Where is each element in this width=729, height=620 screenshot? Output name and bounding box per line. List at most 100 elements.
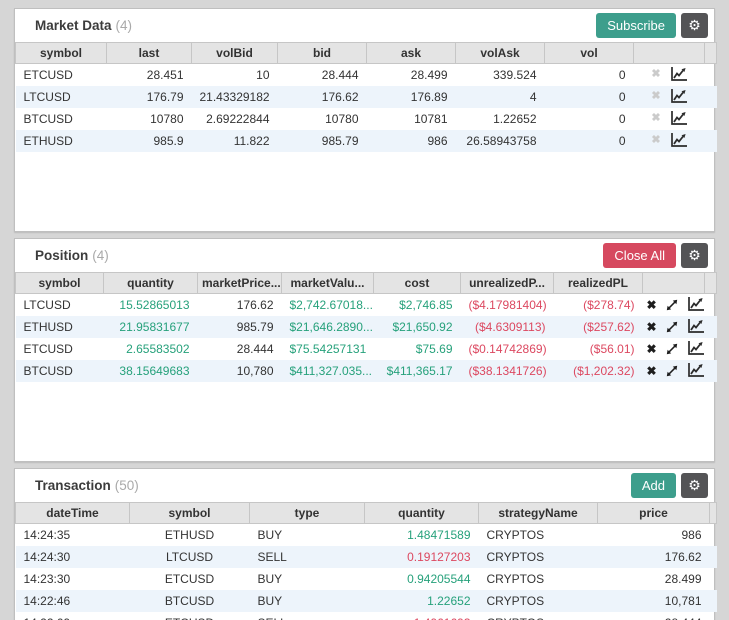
- cell-volAsk: 4: [529, 89, 537, 104]
- remove-row-icon[interactable]: ✖: [651, 112, 661, 125]
- chart-icon[interactable]: [670, 67, 687, 82]
- chart-icon[interactable]: [670, 111, 687, 126]
- remove-row-icon[interactable]: ✖: [651, 134, 661, 147]
- cell-ask: 176.89: [410, 89, 448, 104]
- cell-cost: $75.69: [415, 341, 453, 356]
- cell-unrealizedPL: ($4.6309113): [475, 319, 546, 334]
- cell-symbol: ETCUSD: [164, 571, 215, 586]
- add-button[interactable]: Add: [630, 473, 676, 498]
- col-quantity: quantity: [364, 502, 479, 524]
- col-vol: vol: [544, 42, 634, 64]
- cell-marketPrice: 176.62: [236, 297, 274, 312]
- chart-icon[interactable]: [670, 89, 687, 104]
- chart-icon[interactable]: [687, 363, 704, 378]
- table-row: BTCUSD 10780 2.69222844 10780 10781 1.22…: [16, 108, 717, 130]
- subscribe-button[interactable]: Subscribe: [596, 13, 676, 38]
- table-row: 14:24:35 ETHUSD BUY 1.48471589 CRYPTOS 9…: [16, 524, 717, 546]
- reduce-position-icon[interactable]: [666, 343, 678, 355]
- remove-row-icon[interactable]: ✖: [651, 68, 661, 81]
- cell-dateTime: 14:24:30: [23, 549, 71, 564]
- cell-quantity: 1.48471589: [407, 527, 471, 542]
- table-row: ETHUSD 985.9 11.822 985.79 986 26.589437…: [15, 129, 717, 152]
- table-header-row: symbol last volBid bid ask volAsk vol: [15, 42, 717, 64]
- panel-count: (4): [115, 18, 133, 33]
- remove-row-icon[interactable]: ✖: [651, 90, 661, 103]
- cell-symbol: ETHUSD: [23, 319, 73, 334]
- cell-symbol: ETCUSD: [23, 67, 73, 82]
- cell-last: 10780: [150, 111, 184, 126]
- market-settings-button[interactable]: ⚙: [681, 13, 708, 38]
- reduce-position-icon[interactable]: [666, 365, 678, 377]
- cell-volBid: 2.69222844: [206, 111, 270, 126]
- close-all-button[interactable]: Close All: [603, 243, 676, 268]
- transaction-settings-button[interactable]: ⚙: [681, 473, 708, 498]
- cell-quantity: 1.4961693: [365, 612, 479, 620]
- table-row: ETHUSD 21.95831677 985.79 $21,646.2890..…: [15, 315, 717, 338]
- close-position-icon[interactable]: ✖: [646, 363, 657, 378]
- col-volAsk: volAsk: [455, 42, 545, 64]
- position-header: Position (4) Close All ⚙: [15, 239, 714, 272]
- position-settings-button[interactable]: ⚙: [681, 243, 708, 268]
- reduce-position-icon[interactable]: [666, 321, 678, 333]
- cell-dateTime: 14:24:35: [23, 527, 71, 542]
- gear-icon: ⚙: [688, 17, 701, 33]
- chart-icon[interactable]: [670, 133, 687, 148]
- close-position-icon[interactable]: ✖: [646, 319, 657, 334]
- cell-quantity: 0.94205544: [407, 571, 471, 586]
- cell-price: 986: [681, 527, 702, 542]
- col-symbol: symbol: [15, 42, 107, 64]
- table-row: ETCUSD 28.451 10 28.444 28.499 339.524 0…: [16, 64, 717, 86]
- panel-count: (4): [92, 248, 109, 263]
- chart-icon[interactable]: [687, 319, 704, 334]
- chart-icon[interactable]: [687, 297, 704, 312]
- cell-vol: 0: [618, 133, 626, 148]
- transaction-header: Transaction (50) Add ⚙: [15, 469, 714, 502]
- chart-icon[interactable]: [687, 341, 704, 356]
- cell-bid: 176.62: [321, 89, 359, 104]
- cell-symbol: BTCUSD: [23, 111, 73, 126]
- cell-symbol: ETCUSD: [130, 612, 250, 620]
- close-position-icon[interactable]: ✖: [646, 297, 657, 312]
- cell-realizedPL: ($1,202.32): [573, 363, 635, 378]
- col-symbol: symbol: [129, 502, 250, 524]
- table-row: ETCUSD 2.65583502 28.444 $75.54257131 $7…: [16, 338, 717, 360]
- table-row: LTCUSD 15.52865013 176.62 $2,742.67018..…: [16, 294, 717, 316]
- cell-vol: 0: [618, 111, 626, 126]
- cell-ask: 986: [427, 133, 448, 148]
- panel-title: Position: [35, 248, 89, 263]
- col-symbol: symbol: [15, 272, 104, 294]
- col-marketPrice: marketPrice...: [197, 272, 282, 294]
- cell-price: 28.499: [664, 571, 702, 586]
- cell-strategyName: CRYPTOS: [486, 571, 545, 586]
- cell-type: SELL: [257, 549, 287, 564]
- cell-realizedPL: ($56.01): [589, 341, 635, 356]
- cell-realizedPL: ($278.74): [583, 297, 635, 312]
- cell-dateTime: 14:22:09: [16, 612, 130, 620]
- cell-symbol: ETHUSD: [23, 133, 73, 148]
- cell-vol: 0: [618, 67, 626, 82]
- cell-marketPrice: 10,780: [236, 363, 274, 378]
- cell-symbol: BTCUSD: [164, 593, 215, 608]
- close-position-icon[interactable]: ✖: [646, 341, 657, 356]
- cell-volBid: 10: [256, 67, 270, 82]
- table-row: 14:22:09 ETCUSD SELL 1.4961693 CRYPTOS 2…: [16, 612, 717, 620]
- cell-marketValue: $2,742.67018...: [289, 297, 373, 312]
- cell-type: BUY: [257, 571, 283, 586]
- cell-quantity: 2.65583502: [126, 341, 190, 356]
- gear-icon: ⚙: [688, 247, 701, 263]
- col-dateTime: dateTime: [15, 502, 130, 524]
- cell-marketValue: $411,327.035...: [289, 363, 373, 378]
- cell-dateTime: 14:22:46: [23, 593, 71, 608]
- col-type: type: [249, 502, 365, 524]
- table-header-row: symbol quantity marketPrice... marketVal…: [15, 272, 717, 294]
- col-scroll-spacer: [704, 42, 717, 64]
- reduce-position-icon[interactable]: [666, 299, 678, 311]
- col-strategyName: strategyName: [478, 502, 598, 524]
- col-scroll-spacer: [709, 502, 717, 524]
- col-last: last: [106, 42, 192, 64]
- cell-strategyName: CRYPTOS: [486, 549, 545, 564]
- cell-price: 10,781: [664, 593, 702, 608]
- cell-marketValue: $75.54257131: [289, 341, 367, 356]
- cell-quantity: 15.52865013: [119, 297, 190, 312]
- cell-symbol: LTCUSD: [23, 89, 71, 104]
